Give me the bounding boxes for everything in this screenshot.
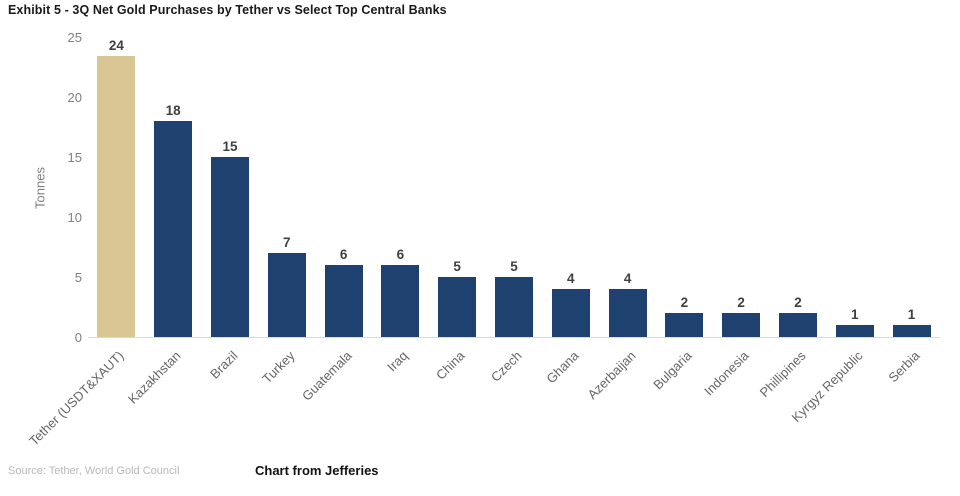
y-axis-title: Tonnes [32, 167, 48, 209]
plot-area: 24 Tether (USDT&XAUT) 18 Kazakhstan 15 Brazil… [26, 38, 940, 449]
bar-column: 6 Guatemala [299, 38, 372, 404]
bar-column: 7 Turkey [258, 38, 315, 386]
bar-value-label: 2 [794, 295, 802, 310]
x-axis-label: Iraq [384, 348, 411, 375]
bar-column: 18 Kazakhstan [125, 38, 202, 407]
bar-column: 2 Indonesia [701, 38, 770, 398]
x-axis-label: Brazil [206, 348, 241, 382]
bar-value-label: 7 [283, 235, 291, 250]
bar-value-label: 24 [108, 38, 124, 53]
x-axis-label: Azerbaijan [584, 348, 639, 403]
y-tick-label: 20 [67, 90, 82, 105]
bar [778, 313, 817, 337]
bar [438, 277, 477, 337]
bar-column: 2 Bulgaria [651, 38, 713, 392]
bar-value-label: 18 [165, 103, 181, 118]
bar-value-label: 4 [623, 271, 632, 286]
bar [722, 313, 761, 337]
bar-value-label: 15 [222, 139, 238, 154]
y-tick-label: 5 [74, 270, 82, 285]
bar-column: 4 Ghana [542, 38, 599, 386]
bar-value-label: 1 [851, 307, 859, 322]
bar-column: 5 China [429, 38, 486, 383]
x-axis-label: Turkey [259, 348, 298, 387]
bar [665, 313, 704, 337]
bar [324, 265, 363, 337]
bar-column: 1 Serbia [883, 38, 940, 385]
chart-title: Exhibit 5 - 3Q Net Gold Purchases by Tet… [8, 3, 447, 17]
bar-value-label: 6 [396, 247, 405, 262]
x-axis-label: Kazakhstan [125, 348, 184, 407]
bar-column: 1 Kyrgyz Republic [788, 38, 883, 425]
x-axis-label: Bulgaria [650, 348, 695, 393]
bar-column: 6 Iraq [372, 38, 429, 374]
bar-column: 24 Tether (USDT&XAUT) [26, 38, 145, 449]
bar-value-label: 5 [453, 259, 461, 274]
x-axis-label: Czech [487, 348, 525, 385]
bar [892, 325, 931, 337]
bar-value-label: 1 [907, 307, 916, 322]
bar [494, 277, 533, 337]
bar-column: 2 Phillipines [757, 38, 827, 400]
bar-value-label: 2 [680, 295, 689, 310]
y-axis: 0 5 10 15 20 25 [52, 30, 82, 345]
bar [608, 289, 647, 337]
y-tick-label: 15 [67, 150, 82, 165]
x-axis-label: China [433, 348, 468, 383]
bar-column: 15 Brazil [202, 38, 259, 382]
bar [381, 265, 420, 337]
x-axis-label: Phillipines [756, 348, 809, 401]
bar-value-label: 4 [567, 271, 575, 286]
bar-value-label: 2 [737, 295, 745, 310]
bar-column: 5 Czech [486, 38, 543, 385]
y-tick-label: 0 [74, 330, 82, 345]
bar-value-label: 6 [339, 247, 348, 262]
bar [835, 325, 874, 337]
x-axis-label: Guatemala [298, 348, 355, 404]
credit-note: Chart from Jefferies [255, 463, 379, 478]
y-tick-label: 10 [67, 210, 82, 225]
bar-column: 4 Azerbaijan [584, 38, 656, 402]
bar [97, 56, 136, 337]
x-axis-label: Ghana [543, 348, 582, 387]
bar [551, 289, 590, 337]
x-axis-label: Indonesia [701, 348, 752, 399]
bar [154, 121, 193, 337]
x-axis-label: Serbia [884, 348, 923, 386]
y-tick-label: 25 [67, 30, 82, 45]
bar [267, 253, 306, 337]
x-axis-label: Tether (USDT&XAUT) [26, 348, 127, 449]
bar-value-label: 5 [510, 259, 518, 274]
bar [210, 157, 249, 337]
source-note: Source: Tether, World Gold Council [8, 465, 180, 477]
